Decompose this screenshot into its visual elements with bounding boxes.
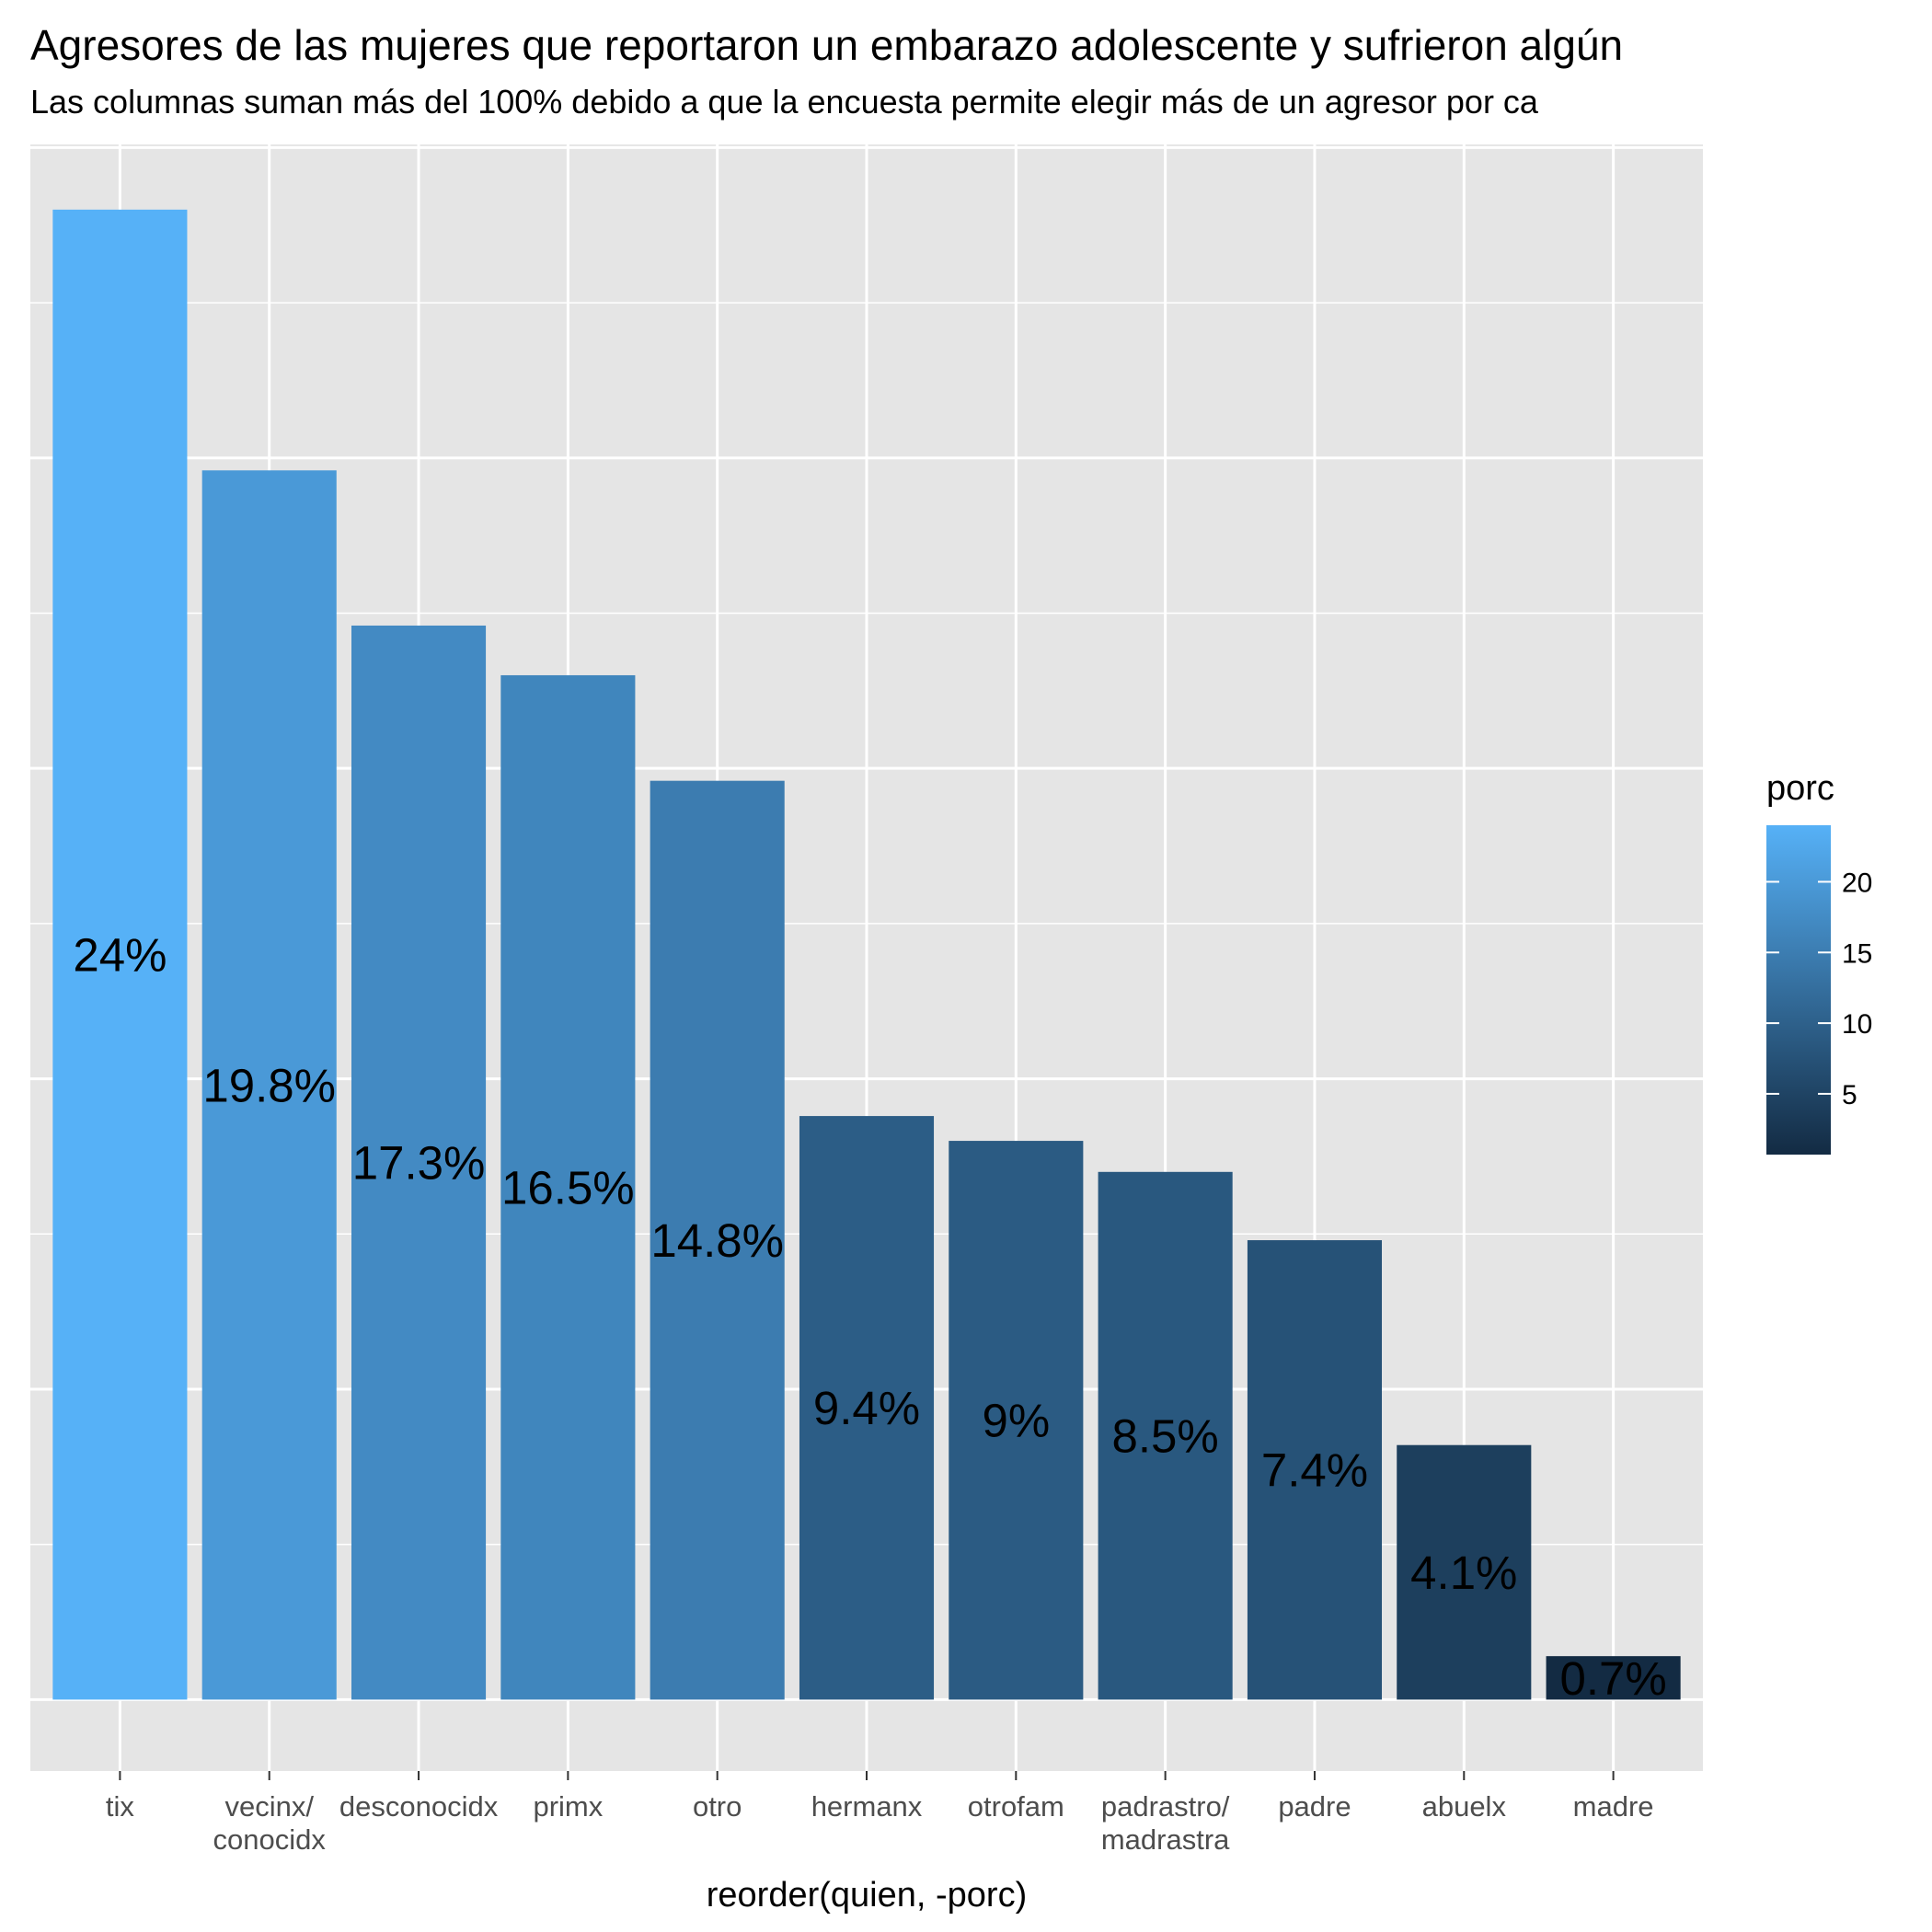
bar [1546, 1656, 1681, 1700]
bar [1098, 1171, 1233, 1700]
bar [949, 1141, 1084, 1700]
legend-tick-label: 10 [1842, 1009, 1872, 1040]
x-tick-label: madre [1573, 1790, 1654, 1823]
legend-tick-label: 15 [1842, 938, 1872, 969]
bar [650, 780, 785, 1700]
chart-subtitle: Las columnas suman más del 100% debido a… [30, 83, 1538, 121]
data-label: 4.1% [1410, 1547, 1517, 1599]
chart-title: Agresores de las mujeres que reportaron … [30, 21, 1624, 69]
data-label: 9.4% [813, 1382, 920, 1434]
data-label: 8.5% [1112, 1410, 1219, 1463]
x-tick-label: otrofam [968, 1790, 1064, 1823]
x-tick-label: padre [1278, 1790, 1351, 1823]
data-label: 0.7% [1559, 1652, 1666, 1705]
data-label: 7.4% [1261, 1444, 1368, 1497]
x-axis-label: reorder(quien, -porc) [707, 1876, 1027, 1915]
x-axis-ticks [119, 1771, 1615, 1780]
x-tick-label: otro [693, 1790, 742, 1823]
x-axis-tick-labels: tix vecinx/conocidx desconocidx primx otro he… [106, 1790, 1654, 1856]
bar [52, 209, 188, 1700]
x-tick-label: padrastro/ [1101, 1790, 1230, 1823]
bars [52, 209, 1681, 1700]
x-tick-label: abuelx [1422, 1790, 1507, 1823]
data-label: 16.5% [501, 1162, 635, 1214]
bar [351, 625, 487, 1700]
data-label: 9% [982, 1395, 1050, 1447]
legend-colorbar [1766, 825, 1831, 1155]
legend-ticks: 5 10 15 20 [1766, 868, 1872, 1110]
bar [1247, 1240, 1383, 1700]
x-tick-label: desconocidx [339, 1790, 499, 1823]
data-label: 19.8% [202, 1059, 336, 1111]
data-label: 14.8% [650, 1214, 784, 1267]
data-label: 24% [73, 929, 167, 982]
bar [201, 470, 337, 1700]
x-tick-label: madrastra [1101, 1823, 1230, 1856]
x-tick-label: conocidx [213, 1823, 327, 1856]
legend-tick-label: 20 [1842, 868, 1872, 898]
legend-tick-label: 5 [1842, 1080, 1857, 1110]
data-label: 17.3% [352, 1137, 486, 1190]
x-tick-label: hermanx [811, 1790, 923, 1823]
bar [1397, 1444, 1532, 1700]
x-tick-label: vecinx/ [224, 1790, 314, 1823]
bar [799, 1116, 935, 1700]
legend-title: porc [1766, 769, 1834, 808]
bar [500, 674, 636, 1700]
legend: porc 5 10 15 20 [1766, 769, 1872, 1155]
x-tick-label: tix [106, 1790, 135, 1823]
x-tick-label: primx [533, 1790, 603, 1823]
data-labels: 24% 19.8% 17.3% 16.5% 14.8% 9.4% 9% 8.5% 7.4% 4.1… [73, 929, 1666, 1705]
